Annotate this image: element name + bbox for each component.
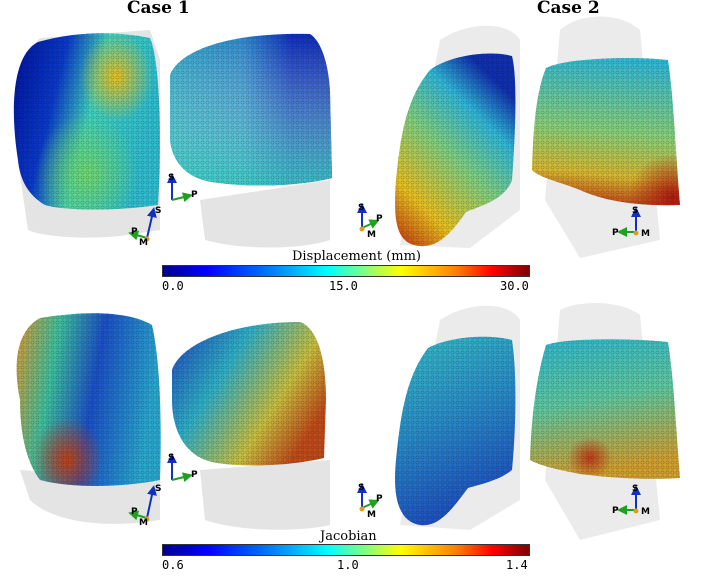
displacement-tick-min: 0.0: [162, 279, 184, 293]
jacobian-tick-max: 1.4: [506, 558, 528, 572]
triad-r2c2a: S P M: [357, 483, 383, 520]
case2-title: Case 2: [537, 0, 600, 18]
triad-r1c1: S P M: [128, 206, 161, 248]
svg-text:M: M: [367, 230, 376, 240]
svg-text:M: M: [641, 507, 650, 517]
svg-text:P: P: [376, 214, 383, 224]
svg-text:P: P: [612, 228, 619, 238]
svg-text:P: P: [191, 470, 198, 480]
svg-text:M: M: [139, 238, 148, 248]
svg-text:P: P: [191, 190, 198, 200]
svg-text:S: S: [155, 484, 161, 494]
triad-r1c2b: S P M: [612, 206, 650, 239]
svg-text:S: S: [168, 453, 174, 463]
jacobian-tick-min: 0.6: [162, 558, 184, 572]
triad-r1c1b: S P: [167, 173, 198, 203]
svg-text:P: P: [376, 494, 383, 504]
svg-text:S: S: [358, 203, 364, 213]
svg-text:M: M: [139, 518, 148, 528]
jacobian-colorbar: [162, 544, 530, 556]
triad-r2c1b: S P: [167, 453, 198, 483]
displacement-colorbar-label: Displacement (mm): [292, 249, 422, 264]
triad-r2c2b: S P M: [612, 484, 650, 517]
jacobian-tick-mid: 1.0: [337, 558, 359, 572]
svg-text:S: S: [168, 173, 174, 183]
svg-text:P: P: [131, 507, 138, 517]
case1-title: Case 1: [127, 0, 190, 18]
svg-text:S: S: [155, 206, 161, 216]
displacement-tick-mid: 15.0: [329, 279, 358, 293]
jacobian-colorbar-label: Jacobian: [320, 529, 377, 544]
triad-r1c2a: S P M: [357, 203, 383, 240]
svg-text:P: P: [131, 227, 138, 237]
svg-text:M: M: [367, 510, 376, 520]
triad-r2c1: S P M: [128, 484, 161, 528]
displacement-colorbar: [162, 265, 530, 277]
svg-text:S: S: [358, 483, 364, 493]
svg-text:P: P: [612, 506, 619, 516]
svg-text:S: S: [632, 484, 638, 494]
displacement-tick-max: 30.0: [500, 279, 529, 293]
svg-text:M: M: [641, 229, 650, 239]
svg-text:S: S: [632, 206, 638, 216]
